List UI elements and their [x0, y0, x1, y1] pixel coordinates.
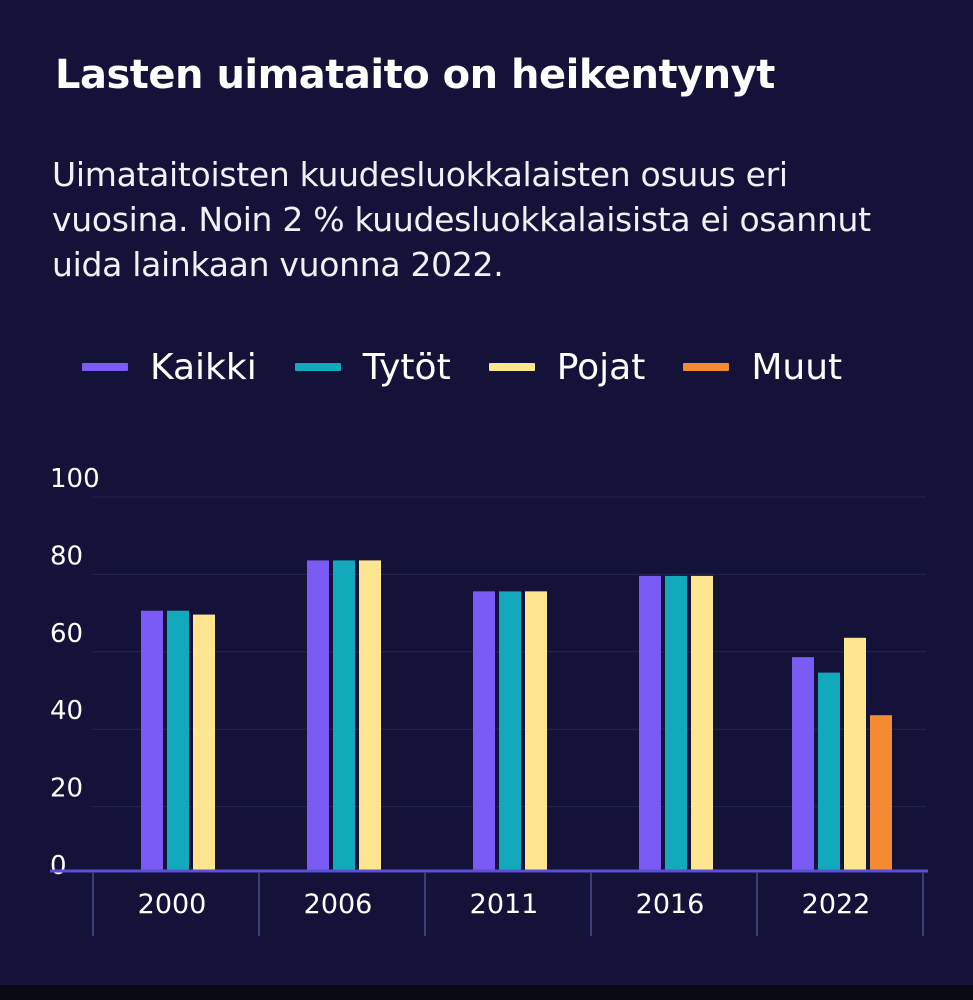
bar-muut-2022 — [870, 715, 892, 870]
bar-tytöt-2022 — [818, 672, 840, 870]
legend-item-muut: Muut — [683, 347, 842, 388]
legend-label-muut: Muut — [751, 346, 843, 388]
y-tick-label-100: 100 — [50, 464, 100, 494]
bar-pojat-2011 — [525, 591, 547, 870]
y-tick-label-60: 60 — [50, 619, 83, 649]
chart-title: Lasten uimataito on heikentynyt — [55, 52, 775, 98]
bar-tytöt-2016 — [665, 575, 687, 870]
legend-item-tytot: Tytöt — [294, 346, 451, 388]
bar-tytöt-2006 — [333, 560, 355, 870]
bar-kaikki-2011 — [473, 591, 495, 870]
legend-swatch-muut — [683, 363, 730, 371]
legend-swatch-kaikki — [82, 363, 128, 371]
y-tick-label-80: 80 — [50, 541, 83, 571]
bar-kaikki-2000 — [141, 610, 163, 870]
x-tick-label-2022: 2022 — [802, 889, 871, 920]
bar-pojat-2016 — [691, 575, 713, 870]
bar-pojat-2000 — [193, 614, 215, 870]
bar-kaikki-2006 — [307, 560, 329, 870]
x-tick-label-2011: 2011 — [470, 889, 539, 920]
legend-item-pojat: Pojat — [488, 346, 646, 388]
x-tick-label-2000: 2000 — [138, 889, 207, 920]
y-tick-label-20: 20 — [50, 774, 83, 804]
legend-label-tytot: Tytöt — [362, 346, 451, 388]
bottom-bar — [0, 985, 973, 1000]
bar-chart: 0 20 40 60 80 100 2000 2006 2011 2016 2022 — [50, 464, 928, 936]
chart-subtitle: Uimataitoisten kuudesluokkalaisten osuus… — [52, 155, 871, 284]
bar-pojat-2022 — [844, 637, 866, 870]
bar-tytöt-2000 — [167, 610, 189, 870]
y-tick-label-0: 0 — [50, 851, 67, 881]
bar-tytöt-2011 — [499, 591, 521, 870]
legend-swatch-tytot — [294, 363, 341, 371]
legend-label-kaikki: Kaikki — [150, 346, 257, 388]
bar-kaikki-2016 — [639, 575, 661, 870]
x-tick-label-2006: 2006 — [304, 889, 373, 920]
legend-label-pojat: Pojat — [556, 346, 646, 388]
bar-kaikki-2022 — [792, 657, 814, 870]
legend-swatch-pojat — [488, 363, 535, 371]
y-tick-label-40: 40 — [50, 696, 83, 726]
legend-item-kaikki: Kaikki — [82, 347, 257, 388]
x-tick-label-2016: 2016 — [636, 889, 705, 920]
legend: Kaikki Tytöt Pojat Muut — [82, 340, 880, 394]
bar-pojat-2006 — [359, 560, 381, 870]
